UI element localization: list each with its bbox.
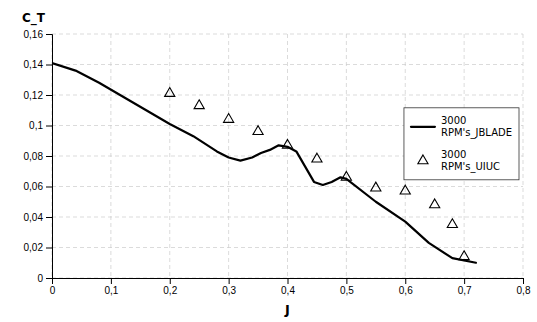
legend-box: [404, 108, 519, 180]
point: [253, 126, 263, 135]
tick: 0,06: [24, 181, 52, 192]
point: [400, 185, 410, 194]
tick: 0,6: [399, 278, 413, 296]
legend-label: 3000RPM's_UIUC: [441, 149, 500, 173]
y-axis: 0 0,02 0,04 0,06 0,08 0,1 0,12 0,14 0,16: [24, 29, 53, 284]
grid-line: [287, 34, 288, 278]
tick-mark: [523, 278, 524, 284]
point: [194, 100, 204, 109]
tick-label: 0,1: [29, 120, 43, 131]
tick-label: 0: [50, 285, 56, 296]
tick: 0,08: [24, 151, 52, 162]
tick: 0,12: [24, 90, 52, 101]
tick-label: 0,2: [163, 285, 177, 296]
tick: 0,4: [281, 278, 295, 296]
tick-mark: [46, 126, 52, 127]
tick: 0: [37, 273, 52, 284]
grid-line: [169, 34, 170, 278]
tick-mark: [464, 278, 465, 284]
tick-mark: [170, 278, 171, 284]
grid-line: [52, 247, 523, 248]
tick-label: 0,12: [24, 90, 44, 101]
legend-swatch: [411, 126, 435, 128]
tick: 0,8: [517, 278, 531, 296]
tick-label: 0,16: [24, 29, 44, 40]
tick-label: 0,06: [24, 181, 44, 192]
tick: 0,1: [104, 278, 118, 296]
axis-line: [46, 35, 53, 279]
tick-mark: [111, 278, 112, 284]
tick-label: 0,04: [24, 212, 44, 223]
tick-mark: [46, 187, 52, 188]
x-axis: 0 0,1 0,2 0,3 0,4 0,5 0,6 0,7 0,8: [50, 278, 531, 296]
tick: 0,2: [163, 278, 177, 296]
point: [224, 114, 234, 123]
tick-label: 0,14: [24, 59, 44, 70]
grid-line: [52, 186, 523, 187]
tick: 0,3: [222, 278, 236, 296]
tick-label: 0: [37, 273, 43, 284]
tick: 0,04: [24, 212, 52, 223]
plot: 0 0,1 0,2 0,3 0,4 0,5 0,6 0,7 0,8 0 0,02 0,04 0,06 0,…: [24, 29, 531, 296]
tick-mark: [346, 278, 347, 284]
tick-label: 0,1: [104, 285, 118, 296]
tick-mark: [46, 65, 52, 66]
y-axis-label: C_T: [22, 11, 46, 26]
point: [312, 153, 322, 162]
tick-label: 0,08: [24, 151, 44, 162]
tick-mark: [405, 278, 406, 284]
tick-label: 0,3: [222, 285, 236, 296]
point: [371, 182, 381, 191]
legend: 3000RPM's_JBLADE 3000RPM's_UIUC: [404, 108, 519, 180]
x-axis-label: J: [284, 302, 290, 317]
tick: 0,5: [340, 278, 354, 296]
point: [282, 139, 292, 148]
tick-label: 0,4: [281, 285, 295, 296]
legend-label: 3000RPM's_JBLADE: [441, 115, 512, 139]
tick-mark: [46, 95, 52, 96]
tick-mark: [46, 217, 52, 218]
point: [447, 219, 457, 228]
tick-label: 0,8: [517, 285, 531, 296]
point: [430, 199, 440, 208]
point: [341, 171, 351, 180]
tick: 0,1: [29, 120, 52, 131]
tick-mark: [229, 278, 230, 284]
tick-label: 0,6: [399, 285, 413, 296]
tick: 0,14: [24, 59, 52, 70]
point: [165, 88, 175, 97]
tick-label: 0,02: [24, 242, 44, 253]
grid-line: [52, 34, 523, 35]
tick-mark: [46, 248, 52, 249]
legend-swatch: [418, 155, 428, 164]
tick-mark: [288, 278, 289, 284]
tick-mark: [46, 156, 52, 157]
tick: 0: [50, 278, 56, 296]
tick: 0,7: [458, 278, 472, 296]
tick: 0,02: [24, 242, 52, 253]
axis-line: [53, 279, 524, 285]
chart: 0 0,1 0,2 0,3 0,4 0,5 0,6 0,7 0,8 0 0,02 0,04 0,06 0,…: [0, 0, 537, 322]
grid: [52, 34, 523, 278]
tick-mark: [46, 278, 52, 279]
tick: 0,16: [24, 29, 52, 40]
grid-line: [52, 217, 523, 218]
tick-label: 0,5: [340, 285, 354, 296]
tick-label: 0,7: [458, 285, 472, 296]
point: [459, 251, 469, 260]
tick-mark: [46, 34, 52, 35]
grid-line: [52, 64, 523, 65]
